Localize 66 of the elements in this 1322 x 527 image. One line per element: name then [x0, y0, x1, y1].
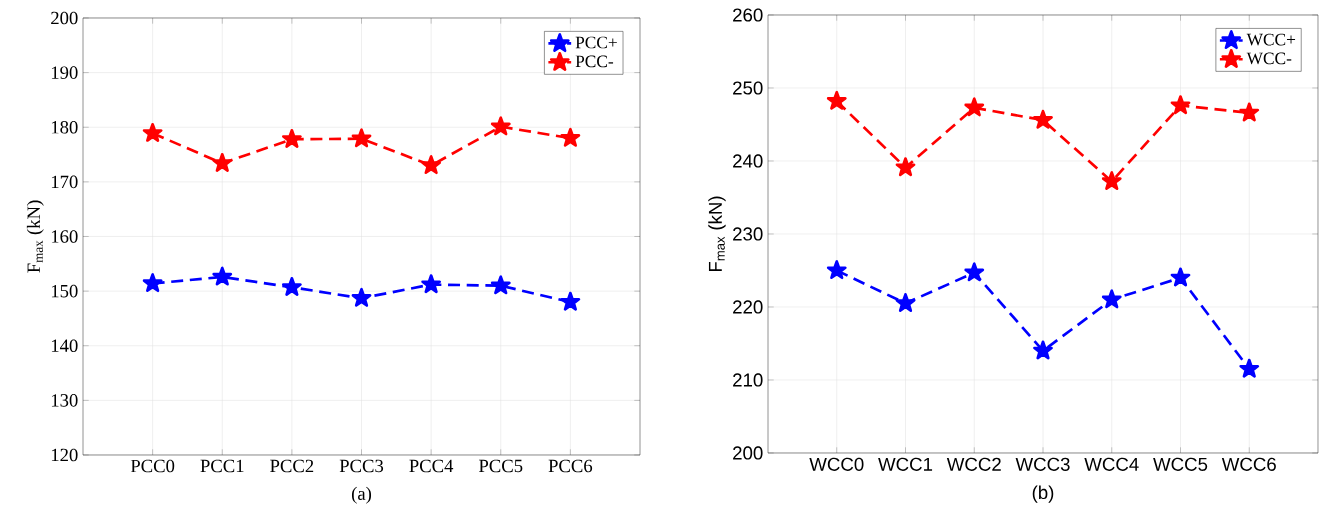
point: [490, 116, 511, 136]
point: [142, 122, 163, 142]
y-tick-label: 130: [51, 394, 78, 407]
point: [1170, 95, 1191, 115]
y-tick-label: 160: [51, 230, 78, 243]
x-tick-label: WCC5: [1153, 457, 1208, 471]
x-tick-label: PCC6: [548, 459, 593, 473]
point: [895, 157, 916, 177]
y-tick-label: 230: [733, 227, 763, 241]
x-tick-label: PCC2: [270, 459, 314, 473]
y-axis-title: F$_{max}$ (kN): [708, 196, 726, 272]
x-tick-label: PCC3: [339, 459, 384, 473]
x-tick-label: WCC6: [1221, 457, 1276, 471]
x-tick-label: WCC4: [1084, 457, 1139, 471]
y-tick-label: 220: [733, 300, 763, 314]
point: [560, 291, 581, 311]
x-tick-label: WCC1: [878, 457, 933, 471]
x-tick-label: PCC5: [478, 459, 523, 473]
y-tick-label: 260: [733, 8, 763, 22]
point: [281, 128, 302, 148]
legend-label: PCC+: [575, 36, 617, 49]
y-tick-label: 120: [51, 448, 78, 462]
point: [1239, 358, 1260, 378]
point: [826, 260, 847, 280]
point: [1033, 340, 1053, 360]
x-axis-title: (b): [1032, 485, 1054, 503]
point: [212, 152, 233, 172]
point: [895, 293, 916, 312]
point: [560, 127, 581, 147]
x-axis-title: (a): [351, 486, 372, 504]
legend-label: PCC-: [575, 55, 614, 68]
point: [351, 128, 372, 148]
point: [826, 90, 847, 110]
point: [281, 276, 302, 296]
y-tick-label: 150: [51, 284, 78, 298]
point: [142, 273, 163, 293]
legend-label: WCC+: [1246, 33, 1296, 46]
point: [964, 97, 985, 117]
x-tick-label: PCC4: [409, 459, 454, 473]
y-axis-title: F$_{max}$ (kN): [26, 200, 44, 273]
x-tick-label: WCC3: [1015, 457, 1070, 471]
y-tick-label: 210: [733, 373, 763, 387]
point: [351, 287, 372, 307]
point: [1239, 102, 1260, 122]
point: [490, 275, 511, 295]
y-tick-label: 250: [733, 81, 763, 95]
point: [212, 266, 233, 286]
point: [964, 262, 985, 282]
point: [421, 274, 442, 294]
y-tick-label: 190: [51, 66, 78, 79]
legend-label: WCC-: [1246, 52, 1292, 65]
y-tick-label: 200: [733, 446, 763, 460]
y-tick-label: 200: [51, 11, 78, 25]
x-tick-label: WCC2: [946, 457, 1001, 471]
point: [1170, 267, 1191, 287]
point: [421, 155, 442, 175]
y-tick-label: 180: [51, 120, 78, 134]
point: [1101, 289, 1122, 309]
y-tick-label: 170: [51, 175, 78, 189]
point: [1101, 171, 1122, 191]
point: [1033, 109, 1053, 129]
x-tick-label: PCC1: [200, 459, 244, 473]
x-tick-label: PCC0: [130, 459, 175, 473]
y-tick-label: 240: [733, 154, 763, 168]
x-tick-label: WCC0: [809, 457, 864, 471]
y-tick-label: 140: [51, 339, 78, 353]
